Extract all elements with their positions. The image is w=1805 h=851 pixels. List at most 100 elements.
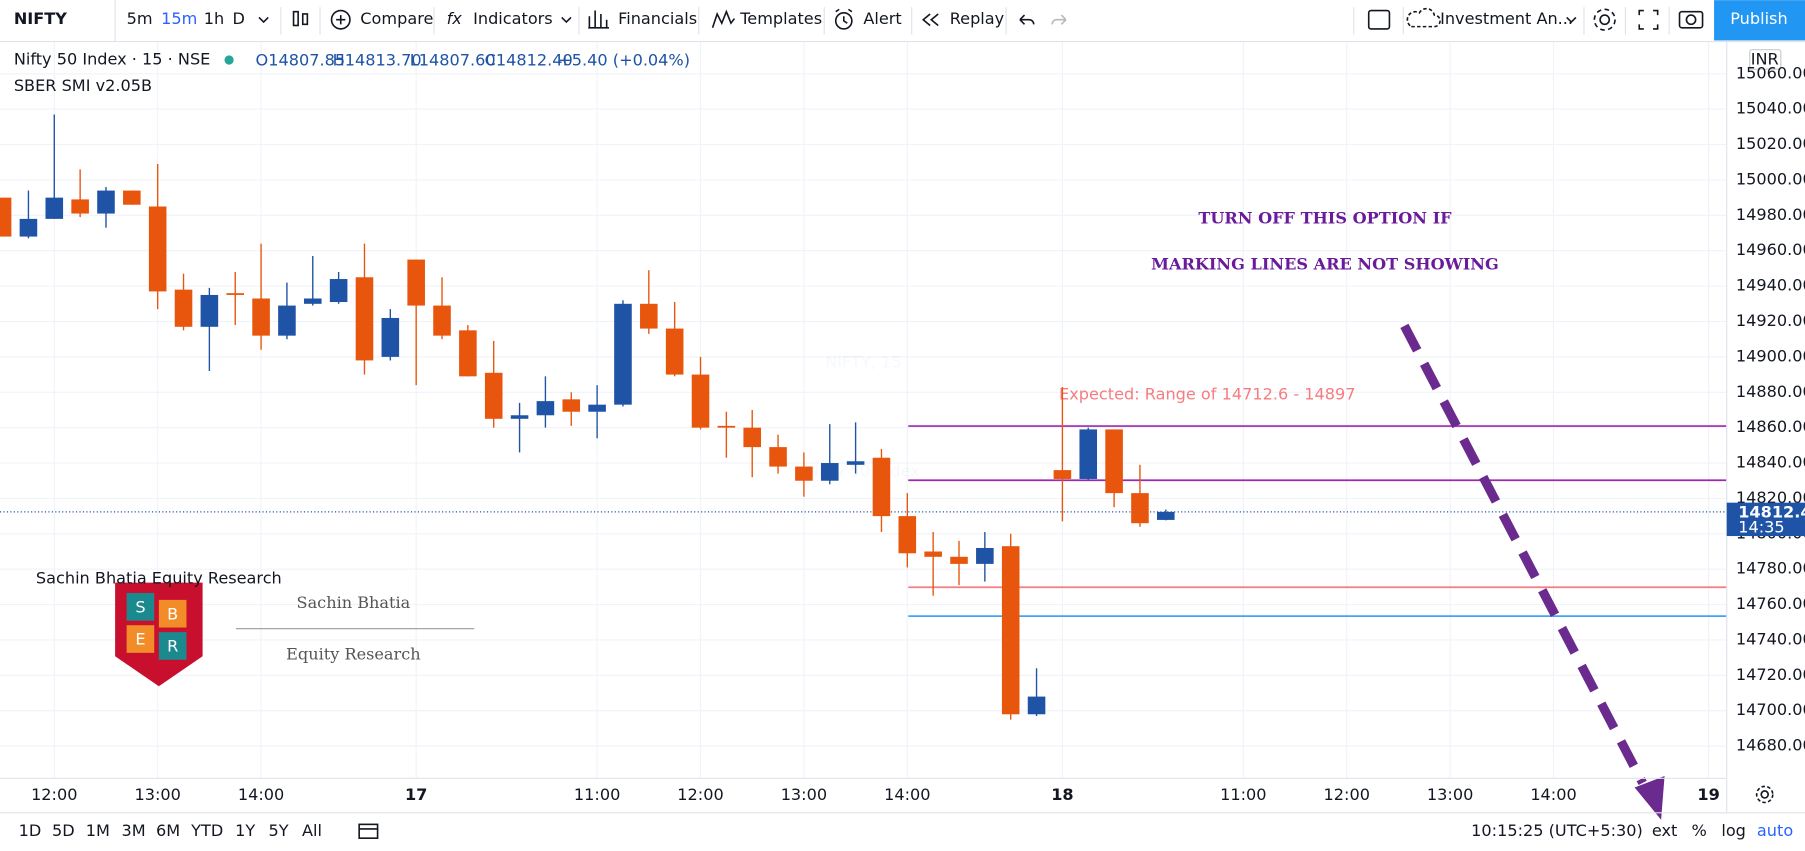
logo-letter: R [167, 637, 178, 656]
clock: 10:15:25 (UTC+5:30) [1471, 821, 1643, 840]
chart-type-icon[interactable] [292, 10, 309, 27]
indicators-button[interactable]: Indicators [473, 9, 553, 28]
price-tag [1726, 502, 1805, 537]
logo-subtitle: Equity Research [286, 645, 420, 664]
scale-option[interactable]: log [1721, 821, 1746, 840]
range-button[interactable]: YTD [190, 821, 223, 840]
range-button[interactable]: 5Y [269, 821, 289, 840]
range-button[interactable]: All [302, 821, 322, 840]
publish-label[interactable]: Publish [1730, 9, 1787, 28]
candle-body [484, 372, 503, 419]
alert-icon[interactable] [834, 8, 853, 30]
x-tick-label: 12:00 [1324, 785, 1370, 804]
candle-body [950, 556, 968, 564]
scale-option[interactable]: ext [1652, 821, 1677, 840]
x-tick-label: 14:00 [884, 785, 930, 804]
ohlc: L14807.60 [410, 51, 496, 70]
layout-icon[interactable] [1367, 9, 1391, 30]
interval[interactable]: 1h [204, 9, 224, 28]
publish-button[interactable] [1714, 0, 1805, 41]
status-dot [224, 55, 234, 65]
range-button[interactable]: 1Y [235, 821, 255, 840]
candle-body [536, 401, 555, 416]
range-button[interactable]: 3M [121, 821, 145, 840]
candle-body [562, 399, 581, 412]
x-tick-label: 12:00 [31, 785, 77, 804]
candle-body [278, 305, 296, 336]
y-tick-label: 14900.00 [1736, 346, 1805, 365]
snapshot-icon[interactable] [1678, 10, 1704, 29]
range-button[interactable]: 6M [156, 821, 180, 840]
range-button[interactable]: 1M [86, 821, 110, 840]
x-tick-label: 18 [1051, 785, 1073, 804]
x-tick-label: 14:00 [238, 785, 284, 804]
candle-body [381, 317, 400, 357]
compare-button[interactable]: Compare [360, 9, 433, 28]
interval[interactable]: 5m [127, 9, 153, 28]
redo[interactable] [1051, 14, 1067, 25]
layout-name[interactable]: Investment An... [1440, 9, 1573, 28]
logo-tile [126, 592, 155, 621]
goto-date-icon[interactable] [358, 823, 379, 839]
currency[interactable]: INR [1751, 50, 1779, 69]
candle-body [123, 190, 141, 205]
replay-icon[interactable] [921, 13, 939, 27]
y-tick-label: 14980.00 [1736, 205, 1805, 224]
candle-body [174, 289, 193, 327]
candle-body [976, 547, 994, 564]
x-tick-label: 11:00 [574, 785, 620, 804]
y-tick-label: 14680.00 [1736, 736, 1805, 755]
undo[interactable] [1019, 14, 1035, 25]
logo-tile [126, 625, 155, 653]
chevron[interactable] [561, 16, 572, 24]
y-tick-label: 14840.00 [1736, 453, 1805, 472]
compare-icon[interactable] [330, 9, 351, 30]
templates-button[interactable]: Templates [739, 9, 822, 28]
logo-tile [158, 632, 187, 660]
candle-body [303, 298, 322, 304]
logo-letter: E [135, 630, 145, 649]
alert-button[interactable]: Alert [863, 9, 901, 28]
y-tick-label: 14940.00 [1736, 276, 1805, 295]
y-tick-label: 14720.00 [1736, 665, 1805, 684]
axis-settings-icon[interactable] [1755, 785, 1774, 804]
candle-body [924, 551, 942, 557]
candle-body [329, 279, 348, 303]
ohlc: H14813.70 [333, 51, 422, 70]
chevron[interactable] [1566, 16, 1577, 24]
y-tick-label: 14960.00 [1736, 240, 1805, 259]
replay-button[interactable]: Replay [950, 9, 1005, 28]
interval[interactable]: 15m [161, 9, 197, 28]
financials-button[interactable]: Financials [618, 9, 697, 28]
candle-body [45, 197, 64, 219]
cloud-icon[interactable] [1406, 7, 1441, 28]
candle-body [0, 197, 12, 237]
fx-icon[interactable]: fx [447, 9, 463, 28]
candle-body [200, 294, 219, 327]
range-button[interactable]: 1D [19, 821, 42, 840]
fullscreen-icon[interactable] [1638, 9, 1659, 30]
annotation-arrowhead [1634, 776, 1665, 820]
x-tick-label: 11:00 [1220, 785, 1266, 804]
settings-icon[interactable] [1593, 8, 1616, 31]
interval[interactable]: D [233, 9, 245, 28]
x-tick-label: 13:00 [781, 785, 827, 804]
chevron[interactable] [258, 16, 269, 24]
x-tick-label: 19 [1697, 785, 1719, 804]
financials-icon[interactable] [588, 10, 609, 29]
range-button[interactable]: 5D [52, 821, 75, 840]
candle-body [226, 293, 245, 295]
logo-name: Sachin Bhatia [297, 593, 411, 612]
currency-box[interactable] [1749, 49, 1782, 70]
logo-letter: B [167, 604, 178, 623]
separators [114, 0, 1670, 42]
templates-icon[interactable] [711, 9, 736, 29]
y-tick-label: 14780.00 [1736, 559, 1805, 578]
scale-option[interactable]: % [1691, 821, 1706, 840]
logo-letter: S [135, 597, 145, 616]
range-note: Expected: Range of 14712.6 - 14897 [1059, 384, 1355, 403]
scale-option[interactable]: auto [1757, 821, 1793, 840]
symbol[interactable]: NIFTY [14, 9, 67, 28]
ohlc: O14807.85 [256, 51, 346, 70]
